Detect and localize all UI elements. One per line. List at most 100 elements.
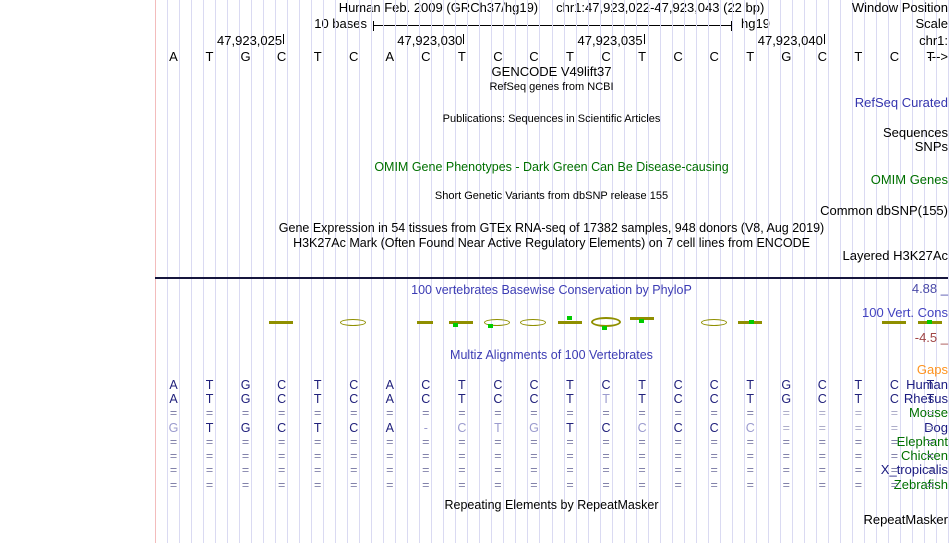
alignment-base: = <box>169 449 178 463</box>
guideline <box>863 0 865 543</box>
guideline <box>419 0 421 543</box>
alignment-base: = <box>854 421 863 435</box>
alignment-base: = <box>241 435 250 449</box>
alignment-base: C <box>601 421 611 435</box>
alignment-base: = <box>818 435 826 449</box>
alignment-base: = <box>818 449 826 463</box>
guideline <box>335 0 337 543</box>
track-label-gaps[interactable]: Gaps <box>916 362 948 377</box>
track-label-refseq-curated[interactable]: RefSeq Curated <box>854 95 948 110</box>
track-label-chicken[interactable]: Chicken <box>901 448 948 463</box>
alignment-base: = <box>638 463 646 477</box>
alignment-base: G <box>529 421 539 435</box>
track-label-mouse[interactable]: Mouse <box>908 405 948 420</box>
track-label-zebrafish[interactable]: Zebrafish <box>893 477 948 492</box>
alignment-base: = <box>386 406 394 420</box>
alignment-base: G <box>240 378 251 392</box>
guideline <box>803 0 805 543</box>
ruler-position-label: 47,923,040 <box>757 33 823 48</box>
track-title-h3k27ac[interactable]: H3K27Ac Mark (Often Found Near Active Re… <box>293 236 810 250</box>
track-label-layered-h3k27ac[interactable]: Layered H3K27Ac <box>842 248 948 263</box>
guideline <box>443 0 445 543</box>
alignment-base: = <box>386 478 394 492</box>
alignment-base: = <box>710 406 718 420</box>
alignment-base: = <box>890 478 899 492</box>
alignment-base: = <box>350 463 358 477</box>
ruler-tick <box>283 34 285 44</box>
track-title-publications[interactable]: Publications: Sequences in Scientific Ar… <box>442 113 661 125</box>
ruler-tick <box>823 34 825 44</box>
guideline <box>515 0 517 543</box>
ruler-base: C <box>529 49 539 64</box>
guideline <box>683 0 685 543</box>
track-label-elephant[interactable]: Elephant <box>896 434 948 449</box>
track-label-repeatmasker[interactable]: RepeatMasker <box>863 512 948 527</box>
track-title-phylop[interactable]: 100 vertebrates Basewise Conservation by… <box>411 283 692 297</box>
alignment-base: A <box>169 378 178 392</box>
track-label-sequences[interactable]: Sequences <box>882 125 948 140</box>
alignment-base: = <box>458 406 466 420</box>
track-label-human[interactable]: Human <box>906 377 948 392</box>
track-title-omim[interactable]: OMIM Gene Phenotypes - Dark Green Can Be… <box>374 160 729 174</box>
conservation-positive-dot <box>639 319 645 323</box>
ruler-base: C <box>709 49 719 64</box>
alignment-base: A <box>385 392 394 406</box>
guideline <box>779 0 781 543</box>
alignment-base: = <box>674 478 682 492</box>
alignment-base: = <box>854 463 863 477</box>
conservation-mark <box>269 321 294 324</box>
guideline <box>359 0 361 543</box>
guideline <box>815 0 817 543</box>
alignment-base: = <box>818 406 826 420</box>
conservation-max-value: 4.88 _ <box>911 281 948 296</box>
guideline <box>503 0 505 543</box>
alignment-base: T <box>926 378 935 392</box>
track-title-refseq[interactable]: RefSeq genes from NCBI <box>489 81 614 93</box>
alignment-base: C <box>349 421 359 435</box>
alignment-base: C <box>673 421 683 435</box>
guideline <box>719 0 721 543</box>
track-title-gencode[interactable]: GENCODE V49lift37 <box>491 64 612 79</box>
ruler-base: T <box>638 49 647 64</box>
alignment-base: G <box>168 421 179 435</box>
alignment-base: = <box>205 478 214 492</box>
alignment-base: = <box>854 406 863 420</box>
alignment-base: T <box>566 392 574 406</box>
track-label-100-vert-cons[interactable]: 100 Vert. Cons <box>862 305 948 320</box>
track-title-multiz[interactable]: Multiz Alignments of 100 Vertebrates <box>450 348 653 362</box>
track-title-repeatmasker[interactable]: Repeating Elements by RepeatMasker <box>444 498 659 512</box>
alignment-base: = <box>205 463 214 477</box>
alignment-base: T <box>205 378 214 392</box>
guideline <box>227 0 229 543</box>
track-label-rhesus[interactable]: Rhesus <box>903 391 948 406</box>
conservation-mark <box>484 318 511 326</box>
track-label-dog[interactable]: Dog <box>924 420 948 435</box>
alignment-base: = <box>926 421 935 435</box>
alignment-base: = <box>494 435 502 449</box>
alignment-base: A <box>385 378 394 392</box>
label-chrom: chr1: <box>919 33 948 48</box>
track-label-omim-genes[interactable]: OMIM Genes <box>870 172 948 187</box>
guideline <box>167 0 168 543</box>
ruler-base: T <box>457 49 466 64</box>
alignment-base: = <box>638 449 646 463</box>
track-title-dbsnp[interactable]: Short Genetic Variants from dbSNP releas… <box>434 190 669 202</box>
ruler-base: A <box>385 49 395 64</box>
conservation-positive-dot <box>749 320 755 324</box>
track-label-common-dbsnp[interactable]: Common dbSNP(155) <box>820 203 948 218</box>
alignment-base: C <box>709 378 719 392</box>
alignment-base: = <box>782 478 790 492</box>
alignment-base: = <box>530 478 538 492</box>
track-label-x-tropicalis[interactable]: X_tropicalis <box>880 462 948 477</box>
ruler-base: C <box>889 49 900 64</box>
alignment-base: = <box>746 406 754 420</box>
track-label-snps[interactable]: SNPs <box>914 139 948 154</box>
alignment-base: = <box>602 449 610 463</box>
alignment-base: T <box>638 378 646 392</box>
alignment-base: = <box>818 478 826 492</box>
alignment-base: = <box>386 463 394 477</box>
ruler-base: C <box>493 49 503 64</box>
track-title-gtex[interactable]: Gene Expression in 54 tissues from GTEx … <box>278 221 825 235</box>
alignment-base: = <box>241 406 250 420</box>
alignment-base: = <box>782 449 790 463</box>
